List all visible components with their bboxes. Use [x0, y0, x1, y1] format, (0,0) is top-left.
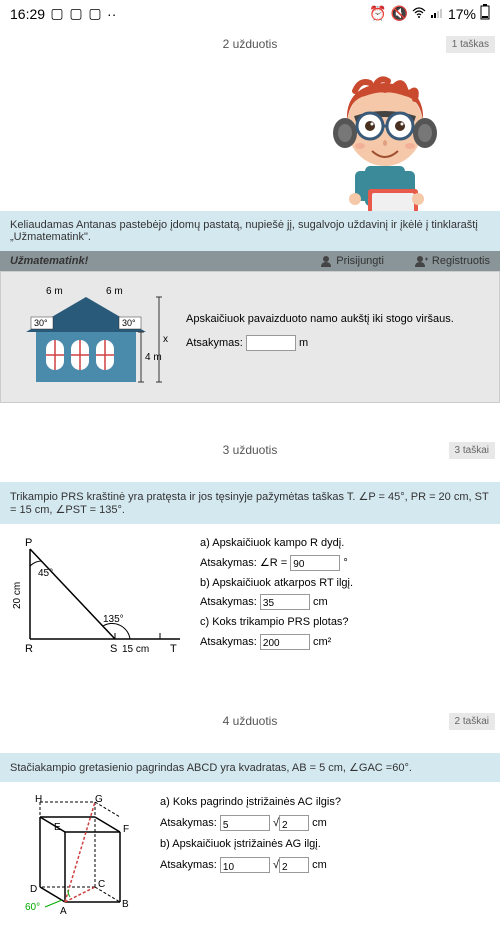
app-icon-3: ▢ [88, 7, 102, 21]
task4-qa: a) Koks pagrindo įstrižainės AC ilgis? [160, 792, 490, 813]
task2-answer-label: Atsakymas: [186, 337, 243, 349]
task3-qc: c) Koks trikampio PRS plotas? [200, 613, 490, 633]
prism-H: H [35, 794, 42, 805]
battery-pct: 17% [448, 6, 476, 22]
task4-ans-a-label: Atsakymas: [160, 817, 217, 829]
house-content: Apskaičiuok pavaizduoto namo aukštį iki … [186, 313, 489, 361]
task3-ans-b-input[interactable]: 35 [260, 594, 310, 610]
task2-question: Apskaičiuok pavaizduoto namo aukštį iki … [186, 313, 489, 325]
prism-D: D [30, 884, 37, 895]
prism-C: C [98, 879, 105, 890]
prism-G: G [95, 794, 103, 805]
task3-ans-b-unit: cm [313, 596, 328, 608]
task3-ans-c-input[interactable]: 200 [260, 634, 310, 650]
prism-B: B [122, 899, 129, 910]
mute-icon: 🔇 [391, 5, 408, 22]
app-icon-2: ▢ [69, 7, 83, 21]
tri-R: R [25, 643, 33, 655]
task3-ans-a-input[interactable]: 90 [290, 555, 340, 571]
house-right-len: 6 m [106, 286, 123, 297]
triangle-diagram: P R S T 45° 135° 20 cm 15 cm [10, 534, 190, 664]
status-time: 16:29 [10, 6, 45, 22]
task4-problem: Stačiakampio gretasienio pagrindas ABCD … [0, 753, 500, 782]
tri-S: S [110, 643, 117, 655]
task2-problem: Keliaudamas Antanas pastebėjo įdomų past… [0, 211, 500, 251]
battery-icon [480, 4, 490, 23]
tri-PR: 20 cm [12, 582, 23, 609]
task3-ans-c-label: Atsakymas: [200, 636, 257, 648]
task3-section: P R S T 45° 135° 20 cm 15 cm a) Apskaiči… [0, 524, 500, 674]
task4-section: H G E F D C A B 60° a) Koks pagrindo įst… [0, 782, 500, 932]
avatar-character [310, 71, 460, 211]
site-nav: Užmatematink! Prisijungti Registruotis [0, 251, 500, 271]
prism-F: F [123, 824, 129, 835]
alarm-icon: ⏰ [369, 5, 386, 22]
task4-ans-b-unit: cm [312, 859, 327, 871]
task3-problem: Trikampio PRS kraštinė yra pratęsta ir j… [0, 482, 500, 524]
task3-qa: a) Apskaičiuok kampo R dydį. [200, 534, 490, 554]
house-left-ang: 30° [34, 318, 48, 328]
nav-register[interactable]: Registruotis [414, 255, 490, 267]
task4-qb: b) Apskaičiuok įstrižainės AG ilgį. [160, 834, 490, 855]
avatar-section [0, 61, 500, 211]
house-right-ang: 30° [122, 318, 136, 328]
person-plus-icon [414, 255, 428, 267]
task2-points: 1 taškas [446, 36, 495, 53]
task4-content: a) Koks pagrindo įstrižainės AC ilgis? A… [160, 792, 490, 922]
task3-points: 3 taškai [449, 442, 495, 459]
signal-icon [430, 6, 444, 22]
prism-ang: 60° [25, 902, 40, 913]
status-right: ⏰ 🔇 17% [369, 4, 490, 23]
task3-ans-b-label: Atsakymas: [200, 596, 257, 608]
task4-ans-b-input[interactable]: 10 [220, 857, 270, 873]
prism-A: A [60, 906, 67, 917]
tri-ST: 15 cm [122, 644, 149, 655]
prism-E: E [54, 822, 61, 833]
status-left: 16:29 ▢ ▢ ▢ ·· [10, 6, 116, 22]
tri-angP: 45° [38, 568, 53, 579]
task4-points: 2 taškai [449, 713, 495, 730]
prism-diagram: H G E F D C A B 60° [10, 792, 150, 922]
house-left-len: 6 m [46, 286, 63, 297]
task2-answer-input[interactable] [246, 335, 296, 351]
more-icon: ·· [107, 6, 116, 22]
wifi-icon [412, 6, 426, 22]
task4-ans-a-unit: cm [312, 817, 327, 829]
task4-ans-b-label: Atsakymas: [160, 859, 217, 871]
task2-answer-unit: m [299, 337, 308, 349]
task4-header: 4 užduotis [0, 704, 500, 738]
task4-ans-b-root[interactable]: 2 [279, 857, 309, 873]
task2-header: 2 užduotis [0, 27, 500, 61]
nav-login[interactable]: Prisijungti [320, 255, 384, 267]
task3-content: a) Apskaičiuok kampo R dydį. Atsakymas: … [200, 534, 490, 664]
task3-header: 3 užduotis [0, 433, 500, 467]
house-diagram: 6 m 6 m 30° 30° 4 m x [11, 282, 171, 392]
app-icon-1: ▢ [50, 7, 64, 21]
task3-ans-a-unit: ° [343, 557, 347, 569]
status-bar: 16:29 ▢ ▢ ▢ ·· ⏰ 🔇 17% [0, 0, 500, 27]
task4-ans-a-input[interactable]: 5 [220, 815, 270, 831]
task3-ans-a-label: Atsakymas: ∠R = [200, 557, 287, 569]
tri-angS: 135° [103, 614, 124, 625]
person-icon [320, 255, 332, 267]
task3-qb: b) Apskaičiuok atkarpos RT ilgį. [200, 574, 490, 594]
tri-P: P [25, 537, 32, 549]
house-section: 6 m 6 m 30° 30° 4 m x Apskaičiuok pavaiz… [0, 271, 500, 403]
task3-ans-c-unit: cm² [313, 636, 331, 648]
house-x: x [163, 334, 168, 345]
tri-T: T [170, 643, 177, 655]
task4-ans-a-root[interactable]: 2 [279, 815, 309, 831]
nav-title: Užmatematink! [10, 255, 290, 267]
